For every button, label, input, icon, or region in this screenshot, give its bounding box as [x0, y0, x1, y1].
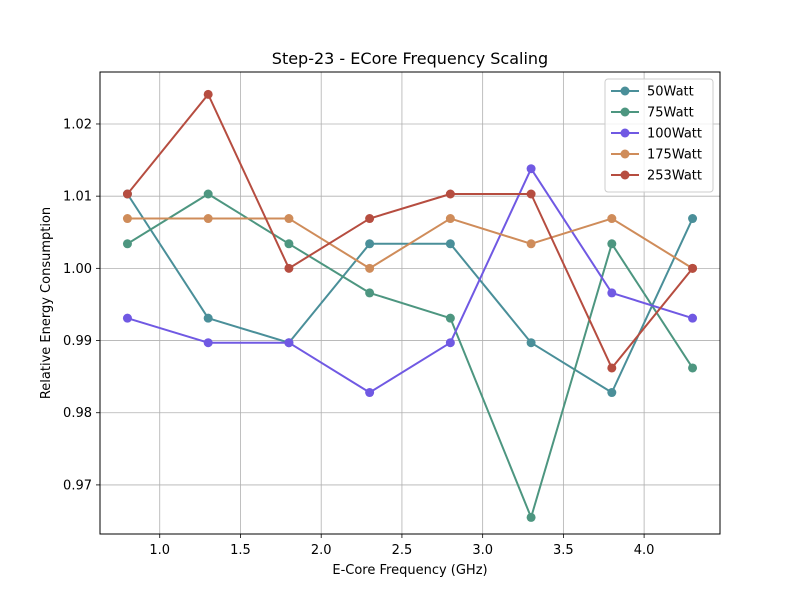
legend: 50Watt 75Watt 100Watt 175Watt 253Watt — [604, 78, 714, 193]
data-point-175watt — [365, 263, 375, 273]
x-tick-label: 4.0 — [634, 543, 655, 558]
data-point-100watt — [365, 388, 375, 398]
data-point-253watt — [122, 189, 132, 199]
data-point-175watt — [122, 214, 132, 224]
data-point-75watt — [365, 288, 375, 298]
y-axis-label: Relative Energy Consumption — [39, 207, 54, 399]
data-point-175watt — [284, 214, 294, 224]
data-point-175watt — [607, 214, 617, 224]
data-point-50watt — [445, 239, 455, 249]
legend-swatch-marker — [620, 149, 630, 159]
y-tick-label: 1.01 — [63, 190, 92, 205]
data-point-100watt — [607, 288, 617, 298]
plot-area-frame — [99, 71, 721, 535]
data-point-75watt — [445, 313, 455, 323]
data-point-75watt — [607, 239, 617, 249]
x-tick-label: 2.0 — [311, 543, 332, 558]
legend-swatch-marker — [620, 86, 630, 96]
data-point-100watt — [688, 313, 698, 323]
x-axis-ticks: 1.0 1.5 2.0 2.5 3.0 3.5 4.0 — [149, 534, 654, 558]
data-point-75watt — [203, 189, 213, 199]
data-point-50watt — [526, 338, 536, 348]
data-point-75watt — [284, 239, 294, 249]
y-tick-label: 1.00 — [63, 262, 92, 277]
data-point-253watt — [526, 189, 536, 199]
legend-item-75watt: 75Watt — [611, 106, 694, 121]
legend-box — [604, 78, 714, 193]
legend-item-50watt: 50Watt — [611, 85, 694, 100]
legend-item-175watt: 175Watt — [611, 148, 702, 163]
legend-swatch-marker — [620, 128, 630, 138]
series-line-75watt — [126, 192, 694, 519]
y-axis-ticks: 0.97 0.98 0.99 1.00 1.01 1.02 — [63, 117, 100, 493]
y-tick-label: 0.99 — [63, 334, 92, 349]
series-layer — [122, 89, 698, 522]
legend-swatch-marker — [620, 170, 630, 180]
series-line-175watt — [127, 217, 694, 270]
x-axis-label: E-Core Frequency (GHz) — [332, 563, 487, 578]
data-point-253watt — [284, 263, 294, 273]
data-point-75watt — [688, 363, 698, 373]
x-tick-label: 2.5 — [392, 543, 413, 558]
y-tick-label: 0.97 — [63, 478, 92, 493]
series-line-100watt — [127, 167, 693, 394]
x-tick-label: 1.5 — [230, 543, 251, 558]
legend-label: 100Watt — [647, 127, 702, 142]
data-point-175watt — [203, 214, 213, 224]
data-point-100watt — [203, 338, 213, 348]
data-point-253watt — [688, 263, 698, 273]
data-point-100watt — [122, 313, 132, 323]
legend-item-100watt: 100Watt — [611, 127, 702, 142]
data-point-175watt — [526, 239, 536, 249]
data-point-75watt — [122, 239, 132, 249]
data-point-100watt — [526, 164, 536, 174]
data-point-253watt — [365, 214, 375, 224]
series-100watt — [122, 164, 698, 398]
series-line-253watt — [126, 93, 694, 369]
data-point-253watt — [445, 189, 455, 199]
legend-item-253watt: 253Watt — [611, 169, 702, 184]
data-point-50watt — [365, 239, 375, 249]
x-tick-label: 3.5 — [553, 543, 574, 558]
legend-label: 253Watt — [647, 169, 702, 184]
series-75watt — [122, 189, 698, 522]
data-point-253watt — [607, 363, 617, 373]
series-253watt — [122, 89, 698, 373]
x-tick-label: 3.0 — [472, 543, 493, 558]
data-point-175watt — [445, 214, 455, 224]
data-point-50watt — [203, 313, 213, 323]
legend-label: 75Watt — [647, 106, 694, 121]
x-tick-label: 1.0 — [149, 543, 170, 558]
data-point-100watt — [284, 338, 294, 348]
legend-swatch-marker — [620, 107, 630, 117]
y-tick-label: 0.98 — [63, 406, 92, 421]
data-point-50watt — [688, 214, 698, 224]
data-point-75watt — [526, 512, 536, 522]
y-tick-label: 1.02 — [63, 117, 92, 132]
data-point-50watt — [607, 388, 617, 398]
legend-label: 175Watt — [647, 148, 702, 163]
legend-label: 50Watt — [647, 85, 694, 100]
data-point-253watt — [203, 89, 213, 99]
chart-title: Step-23 - ECore Frequency Scaling — [272, 49, 548, 68]
data-point-100watt — [445, 338, 455, 348]
